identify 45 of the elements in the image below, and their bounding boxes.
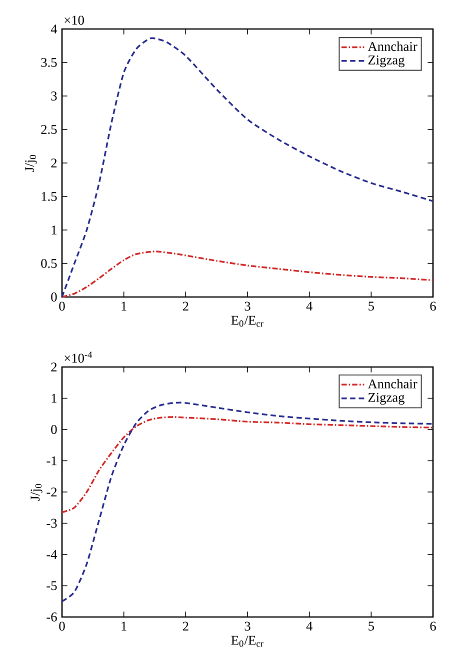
y-tick-label: 4: [50, 24, 58, 34]
x-tick-label: 2: [182, 302, 188, 311]
x-tick-label: 3: [244, 302, 250, 311]
text: ×10$^{-4}$: [64, 352, 92, 363]
y-tick-label: 2.5: [41, 124, 57, 134]
y-tick-label: 0: [51, 425, 57, 434]
x-tick-label: 1: [122, 622, 126, 631]
y-tick-label: 1.5: [42, 192, 57, 201]
x-axis-title: E$_{0}$/E$_{cr}$: [231, 316, 264, 327]
x-axis-title: E$_{0}$/E$_{cr}$: [231, 636, 264, 647]
x-tick-label: 3: [244, 622, 250, 631]
y-tick-label: -3: [46, 518, 57, 528]
x-tick-label: 6: [430, 622, 436, 631]
y-tick-label: -4: [46, 550, 58, 559]
x-tick-label: 4: [306, 302, 312, 310]
y-tick-label: 0: [51, 292, 57, 302]
legend-label: Zigzag: [368, 55, 405, 68]
y-tick-label: 3: [51, 92, 57, 100]
y-tick-label: 1: [52, 226, 56, 234]
text: ×10: [64, 16, 84, 25]
y-axis-title: J/j$_{0}$: [25, 155, 37, 172]
y-tick-label: 2: [51, 362, 57, 372]
y-tick-label: 2: [51, 158, 57, 168]
y-tick-label: -2: [46, 488, 57, 496]
legend-label: Annchair: [368, 379, 418, 388]
line-series: [61, 250, 434, 298]
y-tick-label: 1: [52, 394, 56, 403]
x-tick-label: 4: [306, 622, 312, 630]
x-tick-label: 5: [368, 302, 374, 311]
x-tick-label: 0: [59, 302, 65, 311]
y-tick-label: 0.5: [41, 258, 57, 268]
y-axis-title: J/j$_{0}$: [30, 484, 42, 501]
legend-label: Zigzag: [368, 392, 405, 405]
line-series: [61, 38, 434, 298]
x-tick-label: 2: [182, 622, 188, 631]
x-tick-label: 6: [430, 302, 436, 311]
y-tick-label: 3.5: [41, 58, 57, 68]
x-tick-label: 5: [368, 622, 374, 631]
y-tick-label: -1: [46, 456, 56, 466]
y-tick-label: -5: [46, 581, 57, 590]
y-tick-label: -6: [46, 612, 57, 622]
line-series: [61, 416, 434, 514]
x-tick-label: 1: [122, 302, 126, 311]
legend-label: Annchair: [368, 42, 418, 51]
x-tick-label: 0: [59, 622, 65, 631]
